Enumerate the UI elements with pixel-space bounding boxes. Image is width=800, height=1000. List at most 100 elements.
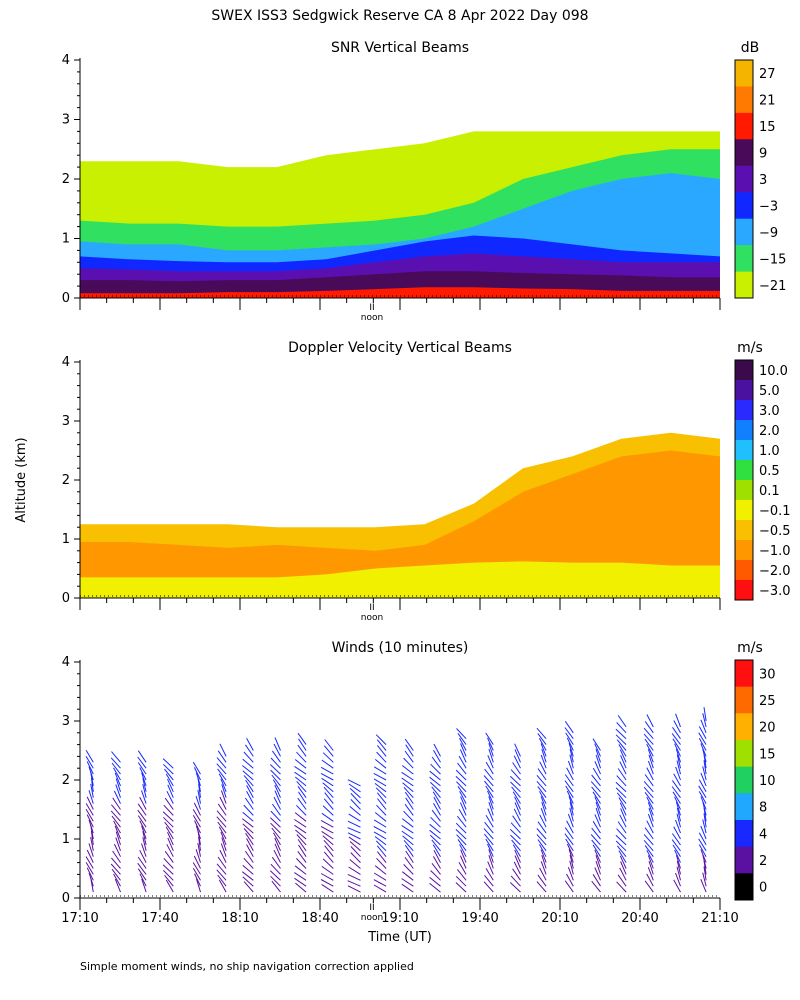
wind-barb	[403, 839, 414, 852]
wind-barb	[376, 857, 387, 869]
colorbar-label: −0.1	[759, 504, 791, 519]
wind-barb	[540, 861, 547, 875]
wind-barb	[350, 799, 361, 810]
wind-barb	[220, 831, 227, 846]
wind-barb	[540, 754, 547, 769]
wind-barb	[676, 760, 681, 775]
wind-barb	[648, 860, 654, 875]
wind-barb	[595, 855, 601, 869]
wind-barb	[348, 836, 361, 846]
wind-barb	[373, 872, 387, 881]
wind-barb	[646, 796, 654, 810]
wind-barb	[347, 885, 361, 893]
wind-barb	[619, 814, 627, 828]
wind-barb	[537, 733, 547, 745]
wind-barb	[85, 862, 94, 875]
wind-barb	[455, 875, 467, 887]
wind-barb	[564, 827, 574, 840]
wind-barb	[569, 748, 574, 763]
wind-barb	[139, 873, 147, 887]
wind-barb	[592, 738, 601, 751]
wind-barb	[433, 743, 441, 757]
wind-barb	[163, 804, 174, 816]
wind-barb	[219, 849, 227, 863]
wind-barb	[509, 882, 521, 893]
colorbar-swatch	[735, 60, 753, 87]
wind-barb	[114, 878, 121, 893]
wind-barb	[537, 839, 547, 852]
wind-barb	[403, 757, 414, 769]
wind-barb	[673, 773, 681, 787]
wind-barb	[485, 785, 494, 798]
wind-barb	[244, 744, 254, 757]
wind-barb	[432, 856, 441, 869]
wind-barb	[594, 761, 601, 775]
wind-barb	[85, 856, 94, 869]
wind-barb	[197, 789, 201, 804]
wind-barb	[615, 728, 627, 740]
wind-barb	[459, 749, 467, 763]
wind-barb	[216, 757, 227, 769]
wind-barb	[270, 769, 281, 781]
wind-barb	[592, 820, 601, 834]
wind-barb	[510, 875, 521, 887]
colorbar-unit: m/s	[737, 640, 763, 656]
colorbar-label: 2	[759, 854, 767, 869]
wind-barb	[164, 768, 174, 781]
wind-barb	[698, 785, 707, 798]
wind-barb	[487, 790, 494, 804]
x-tick-label: 20:40	[621, 911, 658, 926]
y-tick-label: 1	[62, 832, 70, 847]
wind-barb	[322, 858, 334, 869]
wind-barb	[539, 844, 547, 857]
wind-barb	[617, 821, 627, 834]
wind-barb	[566, 820, 574, 834]
wind-barb	[377, 745, 387, 757]
colorbar-label: −9	[759, 226, 778, 241]
wind-barb	[111, 751, 121, 763]
wind-profile	[483, 732, 494, 893]
wind-barb	[246, 785, 254, 798]
wind-barb	[349, 788, 361, 799]
wind-barb	[321, 830, 334, 840]
wind-barb	[594, 814, 601, 828]
y-tick-label: 3	[62, 714, 70, 729]
wind-barb	[429, 770, 441, 781]
wind-barb	[459, 737, 467, 751]
wind-barb	[512, 762, 521, 775]
wind-barb	[591, 880, 601, 893]
wind-barb	[243, 751, 254, 763]
wind-barb	[457, 815, 467, 828]
colorbar-swatch	[735, 560, 753, 581]
wind-barb	[85, 803, 94, 816]
wind-barb	[297, 851, 307, 863]
wind-barb	[404, 844, 414, 857]
wind-barb	[643, 786, 654, 799]
wind-profile	[509, 743, 521, 893]
wind-barb	[594, 849, 601, 863]
wind-barb	[455, 829, 467, 840]
wind-barb	[141, 843, 147, 857]
wind-barb	[644, 880, 654, 893]
wind-barb	[88, 819, 94, 834]
wind-barb	[193, 767, 201, 781]
wind-barb	[115, 784, 121, 798]
wind-barb	[90, 830, 94, 845]
wind-barb	[269, 817, 281, 828]
wind-barb	[404, 791, 414, 804]
colorbar-label: 3.0	[759, 404, 780, 419]
y-axis-label: Altitude (km)	[14, 437, 29, 522]
wind-barb	[484, 874, 494, 887]
colorbar-swatch	[735, 420, 753, 441]
wind-barb	[456, 834, 467, 846]
colorbar-label: 3	[759, 173, 767, 188]
wind-barb	[373, 879, 387, 887]
wind-barb	[675, 819, 681, 834]
wind-barb	[646, 743, 654, 757]
wind-barb	[273, 832, 281, 846]
noon-marker: II	[369, 903, 374, 913]
noon-label: noon	[361, 313, 383, 323]
wind-barb	[198, 783, 201, 798]
wind-barb	[675, 766, 681, 781]
